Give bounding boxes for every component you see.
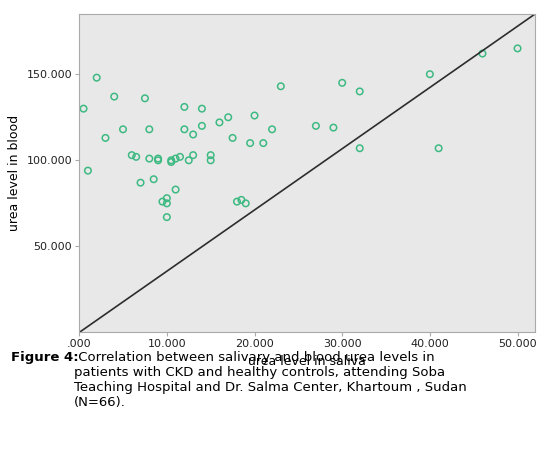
Text: Figure 4:: Figure 4: [11, 351, 79, 364]
Point [329, 124, 338, 131]
Point [171, 155, 180, 162]
Point [246, 140, 254, 147]
Point [233, 198, 241, 206]
Point [434, 145, 443, 152]
Point [206, 157, 215, 164]
Point [478, 50, 487, 57]
Point [154, 157, 163, 164]
Point [224, 113, 233, 121]
Point [79, 105, 88, 113]
Point [154, 155, 163, 162]
Point [167, 158, 176, 166]
Point [338, 79, 347, 86]
Point [237, 196, 246, 204]
Point [355, 88, 364, 95]
Point [180, 103, 189, 111]
Point [513, 45, 522, 52]
Point [163, 194, 171, 202]
Point [250, 112, 259, 119]
Point [163, 213, 171, 221]
Point [276, 83, 285, 90]
Point [167, 157, 176, 164]
Point [163, 199, 171, 207]
Point [140, 94, 149, 102]
Point [241, 199, 250, 207]
Point [92, 74, 101, 81]
Point [259, 140, 268, 147]
Point [136, 179, 145, 186]
Point [145, 155, 153, 162]
Point [145, 126, 153, 133]
Point [198, 105, 206, 113]
Point [228, 134, 237, 142]
Point [127, 152, 136, 159]
Point [268, 126, 276, 133]
X-axis label: urea level in saliva: urea level in saliva [248, 355, 366, 368]
Point [84, 167, 92, 174]
Point [189, 131, 198, 138]
Point [206, 152, 215, 159]
Point [198, 122, 206, 130]
Point [425, 71, 434, 78]
Text: Correlation between salivary and blood urea levels in
patients with CKD and heal: Correlation between salivary and blood u… [74, 351, 466, 409]
Point [355, 145, 364, 152]
Point [158, 198, 167, 206]
Point [118, 126, 127, 133]
Point [185, 157, 193, 164]
Point [171, 186, 180, 193]
Point [176, 153, 185, 160]
Point [312, 122, 321, 130]
Point [149, 175, 158, 183]
Point [180, 126, 189, 133]
Point [101, 134, 110, 142]
Point [110, 93, 118, 100]
Point [132, 153, 140, 160]
Y-axis label: urea level in blood: urea level in blood [8, 115, 21, 231]
Point [215, 119, 224, 126]
Point [189, 152, 198, 159]
